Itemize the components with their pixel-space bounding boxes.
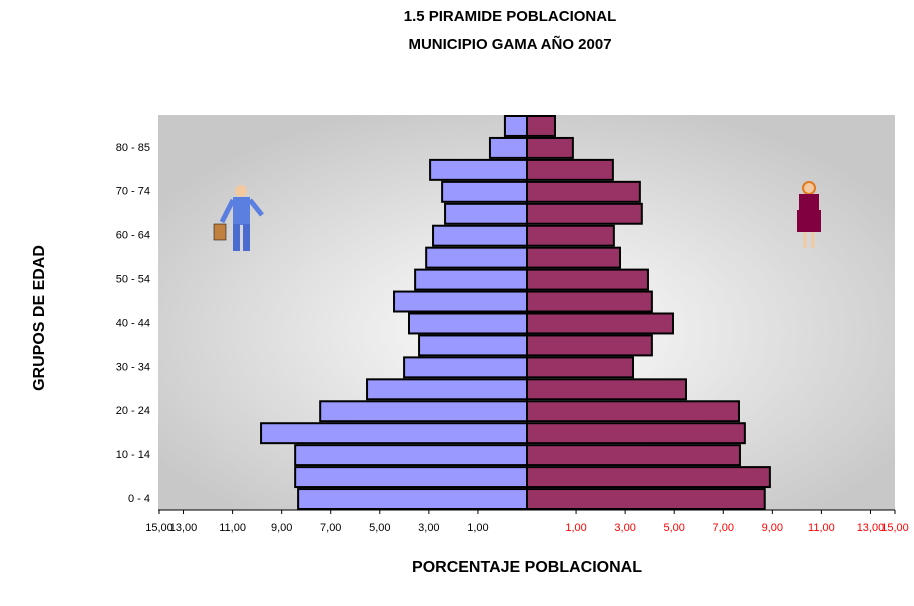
x-tick-label: 9,00 — [762, 522, 783, 534]
bar — [526, 378, 687, 401]
x-tick-label: 9,00 — [271, 522, 292, 534]
x-tick-label: 5,00 — [663, 522, 684, 534]
y-tick-label: 0 - 4 — [128, 493, 150, 505]
bar — [526, 444, 741, 467]
y-tick-label: 10 - 14 — [116, 449, 150, 461]
bar — [488, 136, 529, 159]
bar — [526, 224, 615, 247]
bar — [526, 334, 653, 357]
bar — [526, 202, 643, 225]
x-tick-label: 1,00 — [467, 522, 488, 534]
man-icon — [213, 185, 264, 251]
bar — [526, 466, 771, 489]
y-tick-label: 70 - 74 — [116, 186, 150, 198]
chart-title: 1.5 PIRAMIDE POBLACIONAL — [404, 8, 617, 25]
woman-icon — [797, 181, 821, 248]
y-tick-label: 80 - 85 — [116, 142, 150, 154]
y-tick-label: 20 - 24 — [116, 405, 150, 417]
bar — [393, 290, 528, 313]
bar — [526, 290, 653, 313]
bar — [526, 422, 746, 445]
bar — [319, 400, 528, 423]
x-tick-label: 7,00 — [713, 522, 734, 534]
x-axis-title: PORCENTAJE POBLACIONAL — [412, 559, 642, 576]
x-tick-label: 15,00 — [145, 522, 173, 534]
bar — [425, 246, 528, 269]
y-tick-label: 40 - 44 — [116, 317, 150, 329]
chart-subtitle: MUNICIPIO GAMA AÑO 2007 — [408, 35, 611, 53]
bar — [526, 246, 621, 269]
bar — [294, 466, 528, 489]
bar — [414, 268, 528, 291]
y-axis-title: GRUPOS DE EDAD — [31, 245, 48, 391]
bar — [444, 202, 528, 225]
bar — [403, 356, 529, 379]
x-tick-label: 13,00 — [170, 522, 198, 534]
x-tick-label: 3,00 — [418, 522, 439, 534]
bar — [526, 356, 634, 379]
x-tick-label: 11,00 — [219, 522, 246, 534]
y-tick-label: 30 - 34 — [116, 361, 150, 373]
x-tick-label: 1,00 — [565, 522, 586, 534]
bar — [526, 400, 740, 423]
bar — [526, 312, 674, 335]
y-tick-label: 60 - 64 — [116, 230, 150, 242]
bar — [432, 224, 528, 247]
bar — [526, 115, 556, 137]
x-tick-label: 7,00 — [320, 522, 341, 534]
x-tick-label: 5,00 — [369, 522, 390, 534]
bar — [407, 312, 528, 335]
bar — [366, 378, 528, 401]
y-tick-label: 50 - 54 — [116, 273, 150, 285]
bar — [294, 444, 528, 467]
bar — [260, 422, 528, 445]
bar — [418, 334, 529, 357]
bar — [503, 115, 529, 137]
x-tick-label: 11,00 — [808, 522, 835, 534]
x-tick-label: 13,00 — [857, 522, 885, 534]
x-tick-label: 15,00 — [881, 522, 909, 534]
bar — [526, 180, 641, 203]
bar — [441, 180, 528, 203]
bar — [526, 158, 614, 181]
bar — [297, 488, 528, 510]
bar — [429, 158, 528, 181]
x-tick-label: 3,00 — [614, 522, 635, 534]
bar — [526, 488, 766, 510]
bar — [526, 136, 574, 159]
bar — [526, 268, 649, 291]
